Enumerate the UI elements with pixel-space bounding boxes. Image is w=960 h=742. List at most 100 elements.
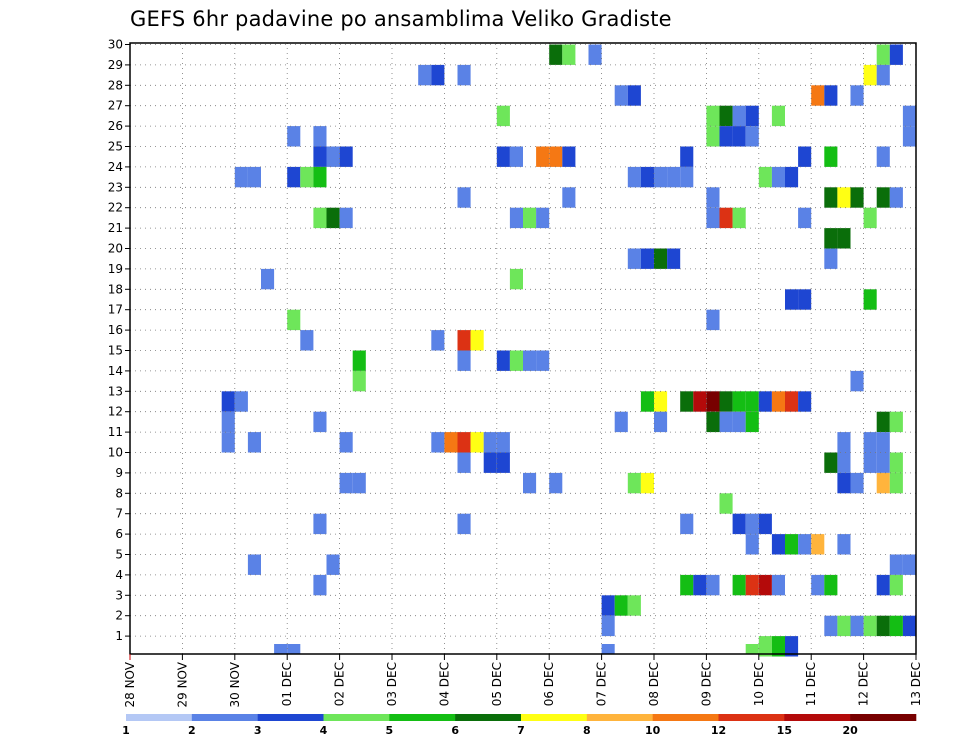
heatmap-cell xyxy=(745,644,759,654)
heatmap-cell xyxy=(326,146,340,167)
heatmap-cell xyxy=(732,207,746,229)
heatmap-cell xyxy=(234,166,248,188)
y-tick-label: 6 xyxy=(115,527,123,541)
heatmap-cell xyxy=(771,391,785,412)
legend-swatch xyxy=(389,714,456,721)
heatmap-cell xyxy=(418,64,432,86)
heatmap-cell xyxy=(640,166,654,188)
heatmap-cell xyxy=(509,268,523,290)
heatmap-cell xyxy=(562,146,576,167)
heatmap-cell xyxy=(287,644,301,654)
heatmap-cell xyxy=(274,644,288,654)
heatmap-cell xyxy=(785,289,799,310)
heatmap-cell xyxy=(470,330,484,351)
y-tick-label: 5 xyxy=(115,548,123,562)
heatmap-cell xyxy=(693,574,707,596)
heatmap-cell xyxy=(523,350,537,371)
heatmap-cell xyxy=(745,126,759,147)
heatmap-cell xyxy=(680,513,694,535)
heatmap-cell xyxy=(654,411,668,433)
heatmap-cell xyxy=(457,350,471,371)
y-tick-label: 13 xyxy=(108,384,123,398)
heatmap-cell xyxy=(496,452,510,473)
heatmap-cell xyxy=(601,595,615,616)
y-tick-label: 2 xyxy=(115,609,123,623)
heatmap-cell xyxy=(837,472,851,494)
heatmap-cell xyxy=(680,166,694,188)
legend-swatch xyxy=(652,714,719,721)
heatmap-cell xyxy=(719,105,733,127)
heatmap-cell xyxy=(706,207,720,229)
heatmap-cell xyxy=(352,350,366,371)
y-tick-label: 28 xyxy=(108,78,123,92)
heatmap-cell xyxy=(719,411,733,433)
heatmap-cell xyxy=(798,289,812,310)
heatmap-cell xyxy=(719,391,733,412)
x-axis-ticks: 28 NOV 29 NOV 30 NOV 01 DEC 02 DEC 03 DEC 04 D… xyxy=(123,654,923,708)
heatmap-cell xyxy=(536,207,550,229)
heatmap-cell xyxy=(732,411,746,433)
heatmap-cell xyxy=(850,615,864,637)
heatmap-cell xyxy=(457,330,471,351)
chart-title: GEFS 6hr padavine po ansamblima Veliko G… xyxy=(130,7,672,31)
heatmap-cell xyxy=(758,391,772,412)
heatmap-cell xyxy=(680,146,694,167)
heatmap-cell xyxy=(863,207,877,229)
y-axis-ticks: 3029282726252423222120191817161514131211… xyxy=(108,38,130,643)
heatmap-cell xyxy=(876,64,890,86)
x-tick-label: 28 NOV xyxy=(123,661,137,707)
y-tick-label: 3 xyxy=(115,588,123,602)
heatmap-cell xyxy=(313,207,327,229)
heatmap-cell xyxy=(719,493,733,514)
heatmap-cell xyxy=(876,187,890,208)
x-tick-label: 07 DEC xyxy=(595,662,609,706)
heatmap-cell xyxy=(562,44,576,65)
legend-swatch xyxy=(850,714,917,721)
grid-lines xyxy=(130,43,916,654)
heatmap-cell xyxy=(771,105,785,127)
heatmap-cell xyxy=(837,615,851,637)
heatmap-cell xyxy=(811,574,825,596)
legend-label: 2 xyxy=(188,724,196,737)
heatmap-cell xyxy=(313,574,327,596)
heatmap-cell xyxy=(339,146,353,167)
legend-swatch xyxy=(455,714,522,721)
heatmap-cell xyxy=(863,615,877,637)
heatmap-cell xyxy=(732,126,746,147)
heatmap-cell xyxy=(693,391,707,412)
heatmap-cell xyxy=(785,636,799,657)
y-tick-label: 10 xyxy=(108,446,123,460)
heatmap-cell xyxy=(261,268,275,290)
heatmap-cell xyxy=(300,330,314,351)
heatmap-cell xyxy=(889,452,903,473)
heatmap-cell xyxy=(837,432,851,453)
y-tick-label: 15 xyxy=(108,344,123,358)
x-tick-label: 02 DEC xyxy=(333,662,347,706)
heatmap-cell xyxy=(352,472,366,494)
y-tick-label: 24 xyxy=(108,160,123,174)
heatmap-cell xyxy=(771,534,785,555)
heatmap-cell xyxy=(902,126,916,147)
x-tick-label: 12 DEC xyxy=(857,662,871,706)
heatmap-cell xyxy=(339,472,353,494)
heatmap-cell xyxy=(549,472,563,494)
legend-label: 5 xyxy=(386,724,394,737)
y-tick-label: 14 xyxy=(108,364,123,378)
heatmap-cell xyxy=(889,187,903,208)
heatmap-cell xyxy=(889,44,903,65)
heatmap-cell xyxy=(627,472,641,494)
heatmap-cell xyxy=(706,187,720,208)
x-tick-label: 03 DEC xyxy=(385,662,399,706)
heatmap-cell xyxy=(614,85,628,106)
heatmap-cell xyxy=(798,391,812,412)
y-tick-label: 16 xyxy=(108,323,123,337)
legend-label: 7 xyxy=(517,724,525,737)
heatmap-cell xyxy=(837,187,851,208)
heatmap-cell xyxy=(601,615,615,637)
heatmap-cell xyxy=(496,432,510,453)
heatmap-cell xyxy=(654,248,668,269)
heatmap-cell xyxy=(536,350,550,371)
x-tick-label: 08 DEC xyxy=(647,662,661,706)
heatmap-cell xyxy=(876,44,890,65)
